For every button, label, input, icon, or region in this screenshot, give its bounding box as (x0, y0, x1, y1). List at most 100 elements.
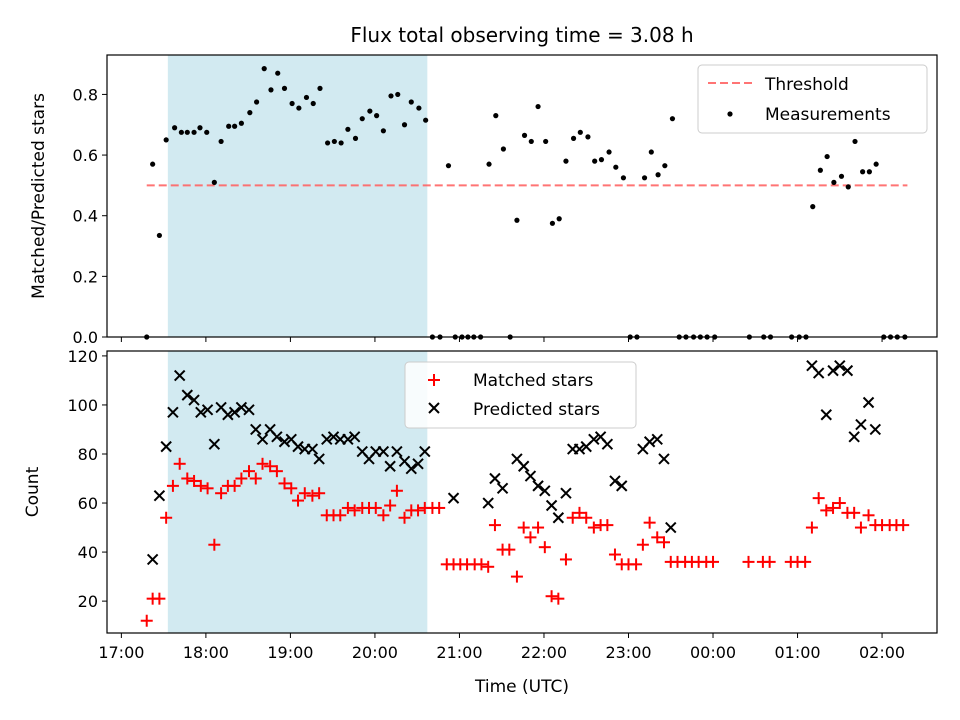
measurement-point (613, 164, 619, 170)
matched-star-point (306, 489, 319, 502)
matched-star-point (160, 511, 173, 524)
matched-star-point (215, 487, 228, 500)
measurement-point (445, 163, 452, 169)
measurement-point (585, 134, 591, 140)
predicted-star-point (348, 431, 361, 443)
matched-star-point (657, 536, 670, 549)
measurement-point (247, 110, 253, 116)
measurement-point (218, 138, 224, 145)
measurement-point (592, 158, 598, 164)
matched-star-point (292, 494, 305, 507)
measurement-point (817, 167, 823, 173)
legend-predicted-label: Predicted stars (473, 400, 600, 420)
count-shaded-span (167, 351, 428, 633)
predicted-star-point (321, 433, 333, 445)
matched-star-point (166, 479, 179, 492)
predicted-star-point (391, 445, 403, 458)
measurement-point (352, 135, 359, 141)
legend-threshold-label: Threshold (764, 75, 849, 95)
measurement-point (620, 175, 627, 181)
measurement-point (845, 184, 851, 190)
measurement-point (873, 161, 879, 167)
legend-predicted-swatch (428, 402, 440, 414)
matched-star-point (799, 555, 812, 568)
matched-star-point (369, 501, 382, 514)
count-y-tick-label: 40 (78, 543, 98, 562)
predicted-star-point (855, 418, 867, 431)
matched-star-point (862, 509, 875, 522)
measurement-point (655, 172, 661, 178)
measurement-point (275, 70, 281, 76)
x-tick-label: 20:00 (352, 643, 398, 662)
matched-star-point (763, 555, 776, 568)
matched-star-point (264, 460, 277, 473)
matched-star-point (181, 472, 194, 485)
matched-star-point (153, 592, 166, 605)
measurement-point (500, 146, 507, 152)
ratio-legend: Threshold Measurements (697, 64, 928, 134)
predicted-star-point (153, 489, 166, 502)
predicted-star-point (292, 440, 304, 453)
ratio-shaded-span (167, 55, 428, 337)
matched-star-point (848, 506, 861, 519)
measurement-point (606, 149, 612, 155)
matched-star-point (242, 465, 255, 478)
matched-star-point (256, 457, 269, 470)
measurement-point (493, 113, 499, 119)
legend-matched-label: Matched stars (473, 371, 593, 391)
matched-star-point (194, 479, 207, 492)
matched-star-point (580, 511, 593, 524)
matched-star-point (285, 482, 298, 495)
matched-star-point (538, 541, 551, 554)
predicted-star-point (560, 487, 572, 499)
measurement-point (514, 217, 520, 223)
matched-star-point (298, 487, 311, 500)
predicted-star-point (419, 445, 431, 458)
x-tick-label: 23:00 (605, 643, 651, 662)
predicted-star-point (834, 360, 846, 372)
predicted-star-point (545, 499, 558, 512)
predicted-star-point (524, 470, 537, 482)
predicted-star-point (201, 404, 214, 416)
matched-star-point (897, 519, 910, 532)
matched-star-point (188, 474, 201, 487)
predicted-star-point (160, 440, 172, 453)
measurement-point (156, 232, 163, 239)
ratio-y-tick-label: 0.0 (73, 328, 98, 347)
measurement-point (317, 85, 323, 91)
matched-star-point (313, 487, 326, 500)
ratio-y-axis-label: Matched/Predicted stars (29, 93, 49, 299)
ratio-y-tick-label: 0.4 (73, 207, 98, 226)
measurement-point (374, 113, 380, 119)
matched-star-point (510, 570, 523, 583)
measurement-point (866, 169, 872, 175)
predicted-star-point (609, 475, 621, 487)
matched-star-point (805, 521, 818, 534)
chart-title: Flux total observing time = 3.08 h (350, 23, 693, 47)
matched-star-point (173, 457, 186, 470)
predicted-star-point (552, 512, 565, 524)
predicted-star-point (181, 389, 194, 401)
measurement-point (184, 129, 190, 135)
matched-star-point (630, 558, 643, 571)
ratio-panel: 0.00.20.40.60.8 Matched/Predicted stars … (29, 54, 938, 347)
predicted-star-point (573, 443, 586, 455)
count-y-tick-label: 60 (78, 494, 98, 513)
matched-star-point (608, 548, 621, 561)
measurement-point (563, 158, 569, 164)
matched-star-point (201, 482, 214, 495)
measurement-point (543, 138, 549, 145)
measurement-point (549, 220, 556, 226)
predicted-star-point (827, 364, 839, 377)
matched-star-point (532, 521, 545, 534)
matched-star-point (475, 558, 488, 571)
matched-star-point (587, 521, 600, 534)
matched-star-point (636, 538, 649, 551)
measurement-point (268, 87, 274, 93)
matched-star-point (833, 497, 846, 510)
measurement-point (598, 157, 605, 163)
predicted-star-point (256, 433, 269, 445)
predicted-star-point (342, 433, 354, 445)
legend-measurements-swatch (727, 111, 733, 117)
measurement-point (296, 105, 302, 111)
